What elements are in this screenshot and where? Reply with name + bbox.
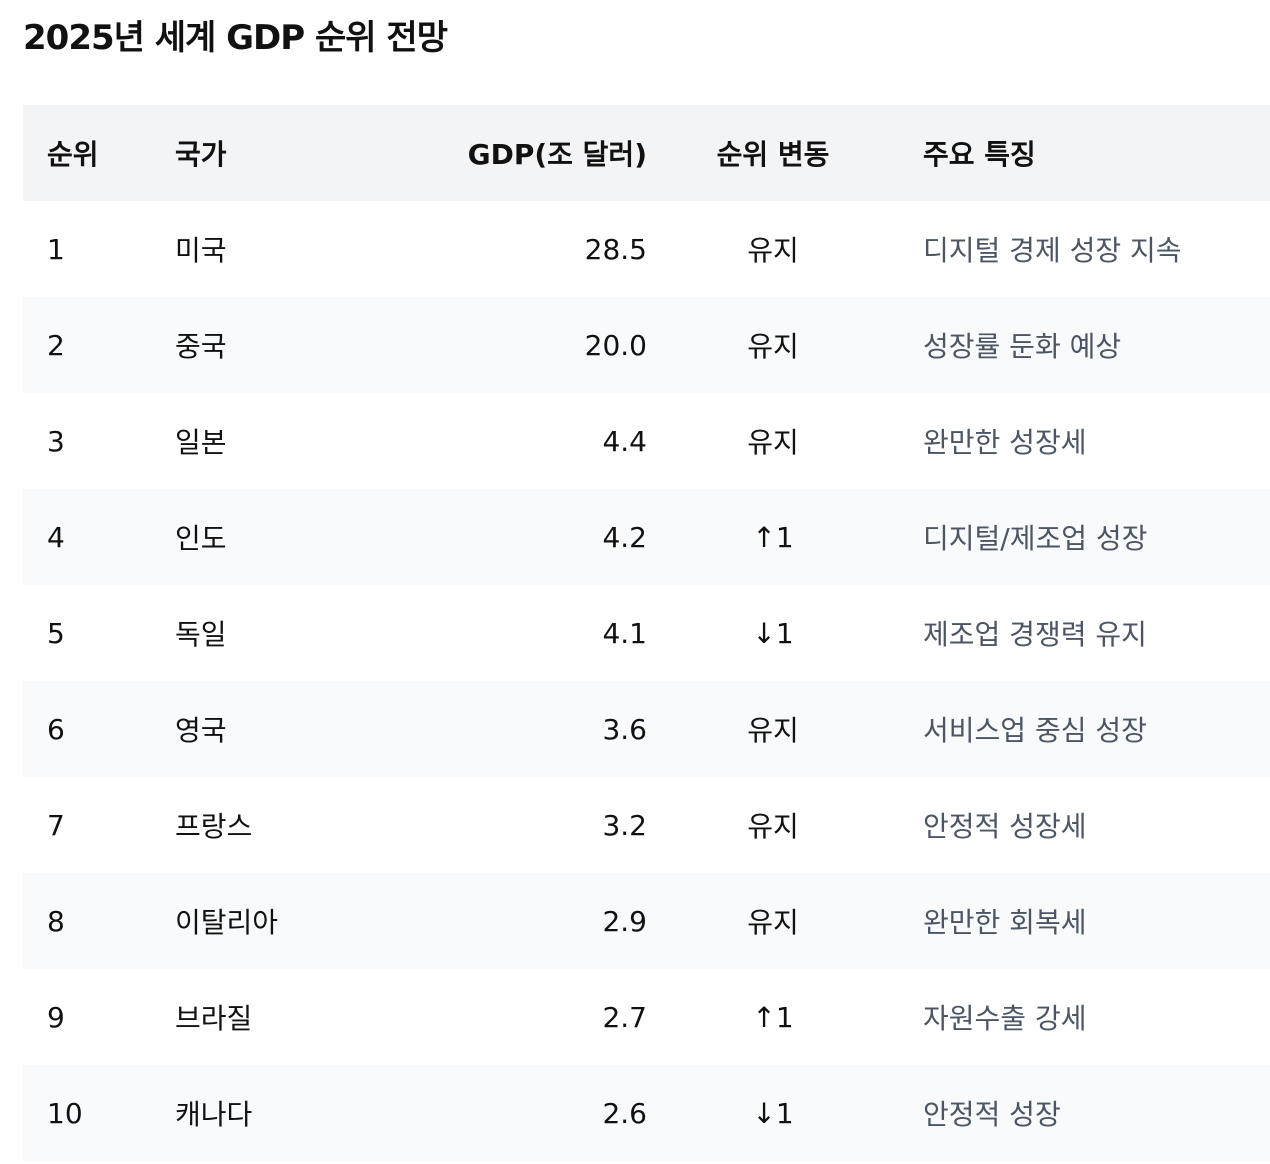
cell-rank: 3 <box>47 424 65 458</box>
cell-rank-change: 유지 <box>747 714 799 747</box>
cell-rank-change: ↑1 <box>752 1000 794 1034</box>
cell-rank: 1 <box>47 232 65 266</box>
table-row: 9 브라질 2.7 ↑1 자원수출 강세 <box>23 969 1270 1065</box>
cell-gdp: 3.2 <box>602 808 647 842</box>
header-feature: 주요 특징 <box>923 138 1036 171</box>
cell-country: 브라질 <box>175 1002 253 1035</box>
cell-feature: 안정적 성장세 <box>923 810 1087 843</box>
table-row: 8 이탈리아 2.9 유지 완만한 회복세 <box>23 873 1270 969</box>
cell-rank-change: 유지 <box>747 810 799 843</box>
page-title: 2025년 세계 GDP 순위 전망 <box>23 18 448 58</box>
table-row: 2 중국 20.0 유지 성장률 둔화 예상 <box>23 297 1270 393</box>
header-gdp: GDP(조 달러) <box>467 138 647 171</box>
cell-gdp: 4.4 <box>602 424 647 458</box>
cell-feature: 디지털/제조업 성장 <box>923 522 1148 555</box>
cell-gdp: 28.5 <box>584 232 647 266</box>
gdp-ranking-table: 순위 국가 GDP(조 달러) 순위 변동 주요 특징 1 미국 28.5 유지 디지털… <box>23 105 1270 1161</box>
cell-country: 이탈리아 <box>175 906 279 939</box>
table-row: 5 독일 4.1 ↓1 제조업 경쟁력 유지 <box>23 585 1270 681</box>
cell-feature: 제조업 경쟁력 유지 <box>923 618 1147 651</box>
cell-feature: 서비스업 중심 성장 <box>923 714 1147 747</box>
table-header: 순위 국가 GDP(조 달러) 순위 변동 주요 특징 <box>23 105 1270 201</box>
cell-feature: 성장률 둔화 예상 <box>923 330 1122 363</box>
table-row: 3 일본 4.4 유지 완만한 성장세 <box>23 393 1270 489</box>
cell-gdp: 20.0 <box>584 328 647 362</box>
cell-rank: 9 <box>47 1000 65 1034</box>
cell-feature: 자원수출 강세 <box>923 1002 1087 1035</box>
cell-country: 영국 <box>175 714 227 747</box>
header-country: 국가 <box>175 138 227 171</box>
cell-country: 캐나다 <box>175 1098 253 1131</box>
cell-rank-change: 유지 <box>747 426 799 459</box>
header-rank: 순위 <box>47 138 99 171</box>
cell-feature: 완만한 회복세 <box>923 906 1087 939</box>
cell-gdp: 2.9 <box>602 904 647 938</box>
cell-country: 프랑스 <box>175 810 253 843</box>
cell-gdp: 4.2 <box>602 520 647 554</box>
cell-feature: 완만한 성장세 <box>923 426 1087 459</box>
cell-rank: 5 <box>47 616 65 650</box>
cell-gdp: 3.6 <box>602 712 647 746</box>
cell-gdp: 2.7 <box>602 1000 647 1034</box>
cell-rank-change: 유지 <box>747 906 799 939</box>
table-row: 7 프랑스 3.2 유지 안정적 성장세 <box>23 777 1270 873</box>
cell-gdp: 4.1 <box>602 616 647 650</box>
cell-rank-change: 유지 <box>747 330 799 363</box>
cell-feature: 안정적 성장 <box>923 1098 1061 1131</box>
cell-rank: 2 <box>47 328 65 362</box>
table-row: 10 캐나다 2.6 ↓1 안정적 성장 <box>23 1065 1270 1161</box>
table-row: 4 인도 4.2 ↑1 디지털/제조업 성장 <box>23 489 1270 585</box>
cell-rank-change: ↓1 <box>752 1096 794 1130</box>
cell-rank: 8 <box>47 904 65 938</box>
cell-rank: 7 <box>47 808 65 842</box>
cell-rank: 10 <box>47 1096 83 1130</box>
cell-gdp: 2.6 <box>602 1096 647 1130</box>
header-change: 순위 변동 <box>716 138 830 171</box>
cell-country: 중국 <box>175 330 227 363</box>
cell-rank-change: 유지 <box>747 234 799 267</box>
table-row: 1 미국 28.5 유지 디지털 경제 성장 지속 <box>23 201 1270 297</box>
table-row: 6 영국 3.6 유지 서비스업 중심 성장 <box>23 681 1270 777</box>
cell-rank-change: ↑1 <box>752 520 794 554</box>
cell-feature: 디지털 경제 성장 지속 <box>923 234 1182 267</box>
cell-country: 미국 <box>175 234 227 267</box>
cell-rank: 6 <box>47 712 65 746</box>
cell-country: 인도 <box>175 522 227 555</box>
table-body: 1 미국 28.5 유지 디지털 경제 성장 지속 2 중국 20.0 유지 성장률 둔화 예상 3… <box>23 201 1270 1161</box>
cell-country: 일본 <box>175 426 227 459</box>
cell-rank-change: ↓1 <box>752 616 794 650</box>
cell-country: 독일 <box>175 618 227 651</box>
header-row: 순위 국가 GDP(조 달러) 순위 변동 주요 특징 <box>23 105 1270 201</box>
cell-rank: 4 <box>47 520 65 554</box>
